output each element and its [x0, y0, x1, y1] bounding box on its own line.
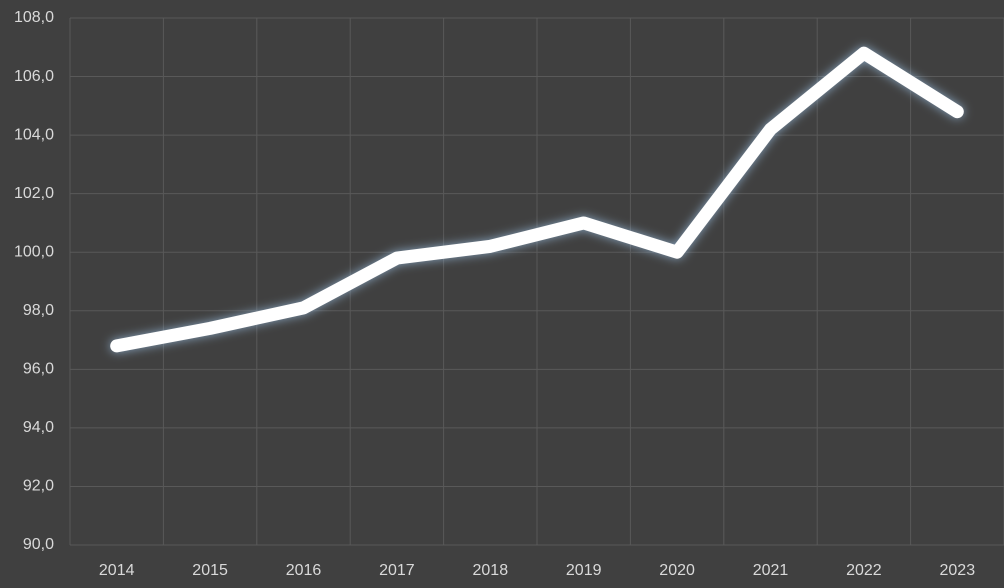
- y-tick-label: 90,0: [23, 536, 54, 553]
- x-tick-label: 2019: [566, 562, 602, 579]
- x-tick-label: 2017: [379, 562, 415, 579]
- y-tick-label: 94,0: [23, 419, 54, 436]
- x-tick-label: 2015: [192, 562, 228, 579]
- x-tick-label: 2020: [659, 562, 695, 579]
- x-tick-label: 2018: [473, 562, 509, 579]
- x-tick-label: 2022: [846, 562, 882, 579]
- y-tick-label: 108,0: [14, 9, 54, 26]
- y-tick-label: 106,0: [14, 68, 54, 85]
- x-tick-label: 2021: [753, 562, 789, 579]
- y-tick-label: 100,0: [14, 243, 54, 260]
- y-tick-label: 92,0: [23, 478, 54, 495]
- x-tick-label: 2023: [940, 562, 976, 579]
- y-tick-label: 104,0: [14, 126, 54, 143]
- y-tick-label: 96,0: [23, 361, 54, 378]
- x-tick-label: 2014: [99, 562, 135, 579]
- y-tick-label: 98,0: [23, 302, 54, 319]
- x-tick-label: 2016: [286, 562, 322, 579]
- data-line: [110, 46, 964, 353]
- y-tick-label: 102,0: [14, 185, 54, 202]
